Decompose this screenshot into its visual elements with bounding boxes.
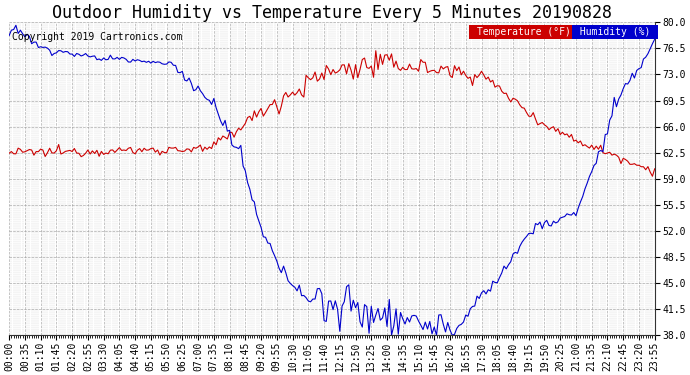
Title: Outdoor Humidity vs Temperature Every 5 Minutes 20190828: Outdoor Humidity vs Temperature Every 5 … [52,4,612,22]
Text: Copyright 2019 Cartronics.com: Copyright 2019 Cartronics.com [12,32,183,42]
Text: Temperature (°F): Temperature (°F) [471,27,576,37]
Text: Humidity (%): Humidity (%) [574,27,656,37]
